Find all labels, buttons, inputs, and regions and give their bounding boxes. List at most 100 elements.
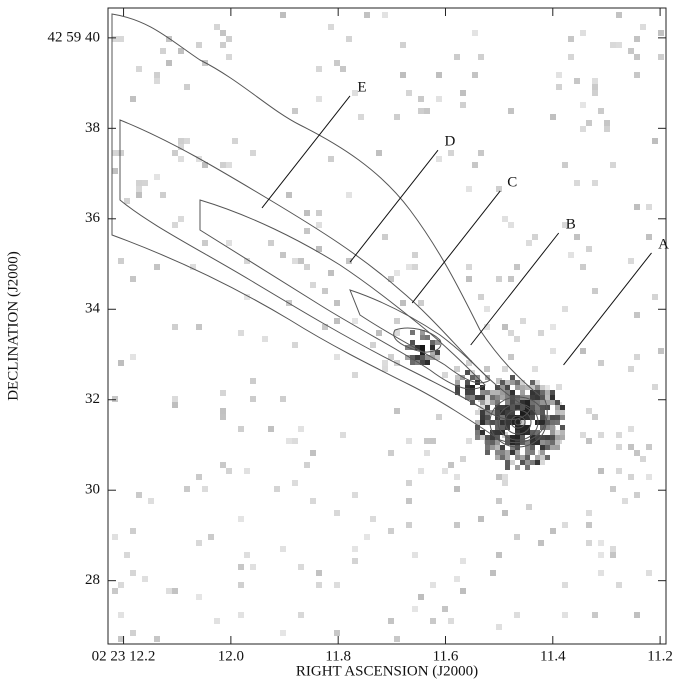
pixel — [485, 415, 490, 420]
contour — [111, 13, 548, 444]
pixel — [634, 36, 640, 42]
pixel — [560, 410, 565, 415]
pixel — [202, 162, 208, 168]
pixel — [448, 462, 454, 468]
pixel — [376, 330, 382, 336]
pixel — [520, 318, 526, 324]
pixel — [496, 552, 502, 558]
pixel — [376, 150, 382, 156]
pixel — [574, 78, 580, 84]
pixel — [485, 400, 490, 405]
pixel — [370, 342, 376, 348]
pixel — [238, 564, 244, 570]
pixel — [592, 78, 598, 84]
pixel — [545, 435, 550, 440]
pixel — [388, 276, 394, 282]
pixel — [470, 375, 475, 380]
pixel — [454, 522, 460, 528]
pixel — [525, 455, 530, 460]
pixel — [480, 385, 485, 390]
pixel — [490, 390, 495, 395]
pixel — [502, 480, 508, 486]
pixel — [500, 430, 505, 435]
pixel — [112, 168, 118, 174]
pixel — [500, 455, 505, 460]
pixel — [525, 415, 530, 420]
pixel — [555, 405, 560, 410]
pixel — [535, 395, 540, 400]
pixel — [310, 282, 316, 288]
annotation-pointer — [261, 95, 351, 209]
contour — [510, 415, 526, 429]
annotation-label: B — [566, 216, 576, 232]
x-tick-label: 11.8 — [325, 648, 351, 664]
pixel — [238, 516, 244, 522]
pixel — [478, 150, 484, 156]
pixel — [634, 312, 640, 318]
pixel — [394, 114, 400, 120]
pixel — [382, 12, 388, 18]
pixel — [238, 426, 244, 432]
y-tick-label: 36 — [85, 210, 101, 226]
pixel — [568, 252, 574, 258]
pixel — [178, 156, 184, 162]
pixel — [535, 435, 540, 440]
pixel — [485, 450, 490, 455]
pixel — [540, 385, 545, 390]
pixel — [436, 414, 442, 420]
pixel — [555, 410, 560, 415]
pixel — [178, 138, 184, 144]
pixel — [586, 510, 592, 516]
pixel — [298, 564, 304, 570]
pixel — [226, 54, 232, 60]
pixel — [154, 72, 160, 78]
pixel — [334, 318, 340, 324]
pixel — [598, 552, 604, 558]
pixel — [304, 264, 310, 270]
pixel — [430, 618, 436, 624]
pixel — [478, 516, 484, 522]
pixel — [118, 612, 124, 618]
pixel — [154, 174, 160, 180]
pixel — [530, 430, 535, 435]
pixel — [634, 204, 640, 210]
pixel — [525, 405, 530, 410]
pixel — [592, 288, 598, 294]
pixel — [550, 324, 556, 330]
pixel — [172, 396, 178, 402]
pixel — [475, 395, 480, 400]
y-tick-label: 34 — [85, 301, 101, 317]
pixel — [490, 440, 495, 445]
pixel — [130, 630, 136, 636]
pixel — [334, 630, 340, 636]
pixel — [505, 420, 510, 425]
pixel — [442, 468, 448, 474]
pixel — [475, 425, 480, 430]
pixel — [208, 534, 214, 540]
pixel — [505, 455, 510, 460]
pixel — [226, 36, 232, 42]
pixel — [448, 150, 454, 156]
pixel — [495, 410, 500, 415]
pixel — [112, 150, 118, 156]
annotation-pointer — [470, 232, 560, 346]
pixel — [514, 534, 520, 540]
pixel — [515, 400, 520, 405]
pixel — [500, 405, 505, 410]
pixel — [610, 42, 616, 48]
pixel — [545, 390, 550, 395]
pixel — [340, 66, 346, 72]
pixel — [628, 366, 634, 372]
y-tick-label: 38 — [85, 120, 100, 136]
contours — [111, 13, 548, 448]
pixel — [540, 440, 545, 445]
pixel — [424, 438, 430, 444]
pixel — [540, 400, 545, 405]
pixel — [226, 468, 232, 474]
pixel — [508, 108, 514, 114]
pixel — [616, 468, 622, 474]
pixel — [202, 240, 208, 246]
pixel — [184, 138, 190, 144]
pixel — [436, 72, 442, 78]
pixel — [460, 456, 466, 462]
